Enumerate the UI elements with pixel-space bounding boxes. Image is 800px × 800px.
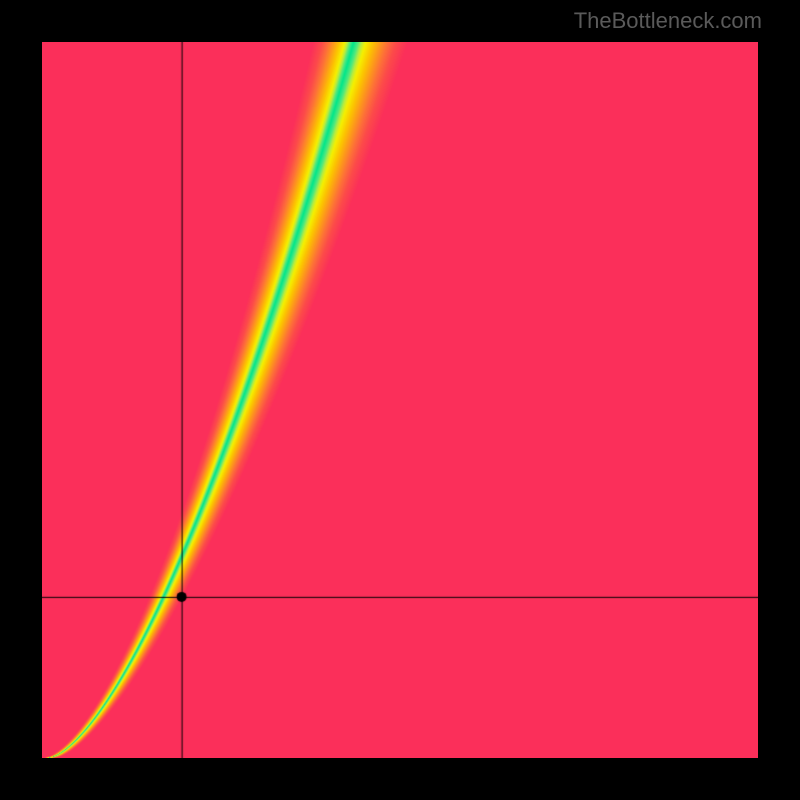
heatmap-canvas [42, 42, 758, 758]
chart-container: TheBottleneck.com [0, 0, 800, 800]
watermark-text: TheBottleneck.com [574, 8, 762, 34]
